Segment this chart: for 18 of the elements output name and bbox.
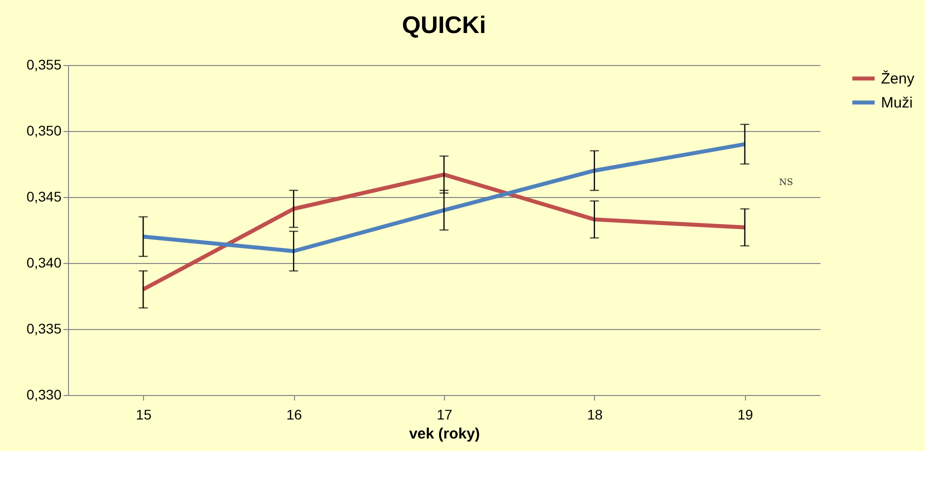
y-tick-label: 0,340 [26, 254, 62, 270]
line-series [141, 142, 747, 254]
x-tick-label: 16 [286, 406, 302, 422]
x-axis-title: vek (roky) [409, 426, 480, 442]
x-tick-label: 15 [136, 406, 152, 422]
legend-label: Muži [881, 94, 913, 112]
y-tick-label: 0,335 [26, 320, 62, 336]
annotation: NS [778, 178, 794, 188]
y-tick-label: 0,345 [26, 188, 62, 204]
line-series [141, 172, 747, 292]
x-tick-label: 19 [738, 406, 754, 422]
x-tick-label: 18 [587, 406, 603, 422]
x-tick-label: 17 [436, 406, 452, 422]
chart-title: QUICKi [402, 12, 486, 39]
y-tick-label: 0,330 [26, 386, 62, 402]
y-tick-label: 0,355 [26, 56, 62, 72]
legend-label: Ženy [881, 70, 915, 88]
y-tick-label: 0,350 [26, 122, 62, 138]
